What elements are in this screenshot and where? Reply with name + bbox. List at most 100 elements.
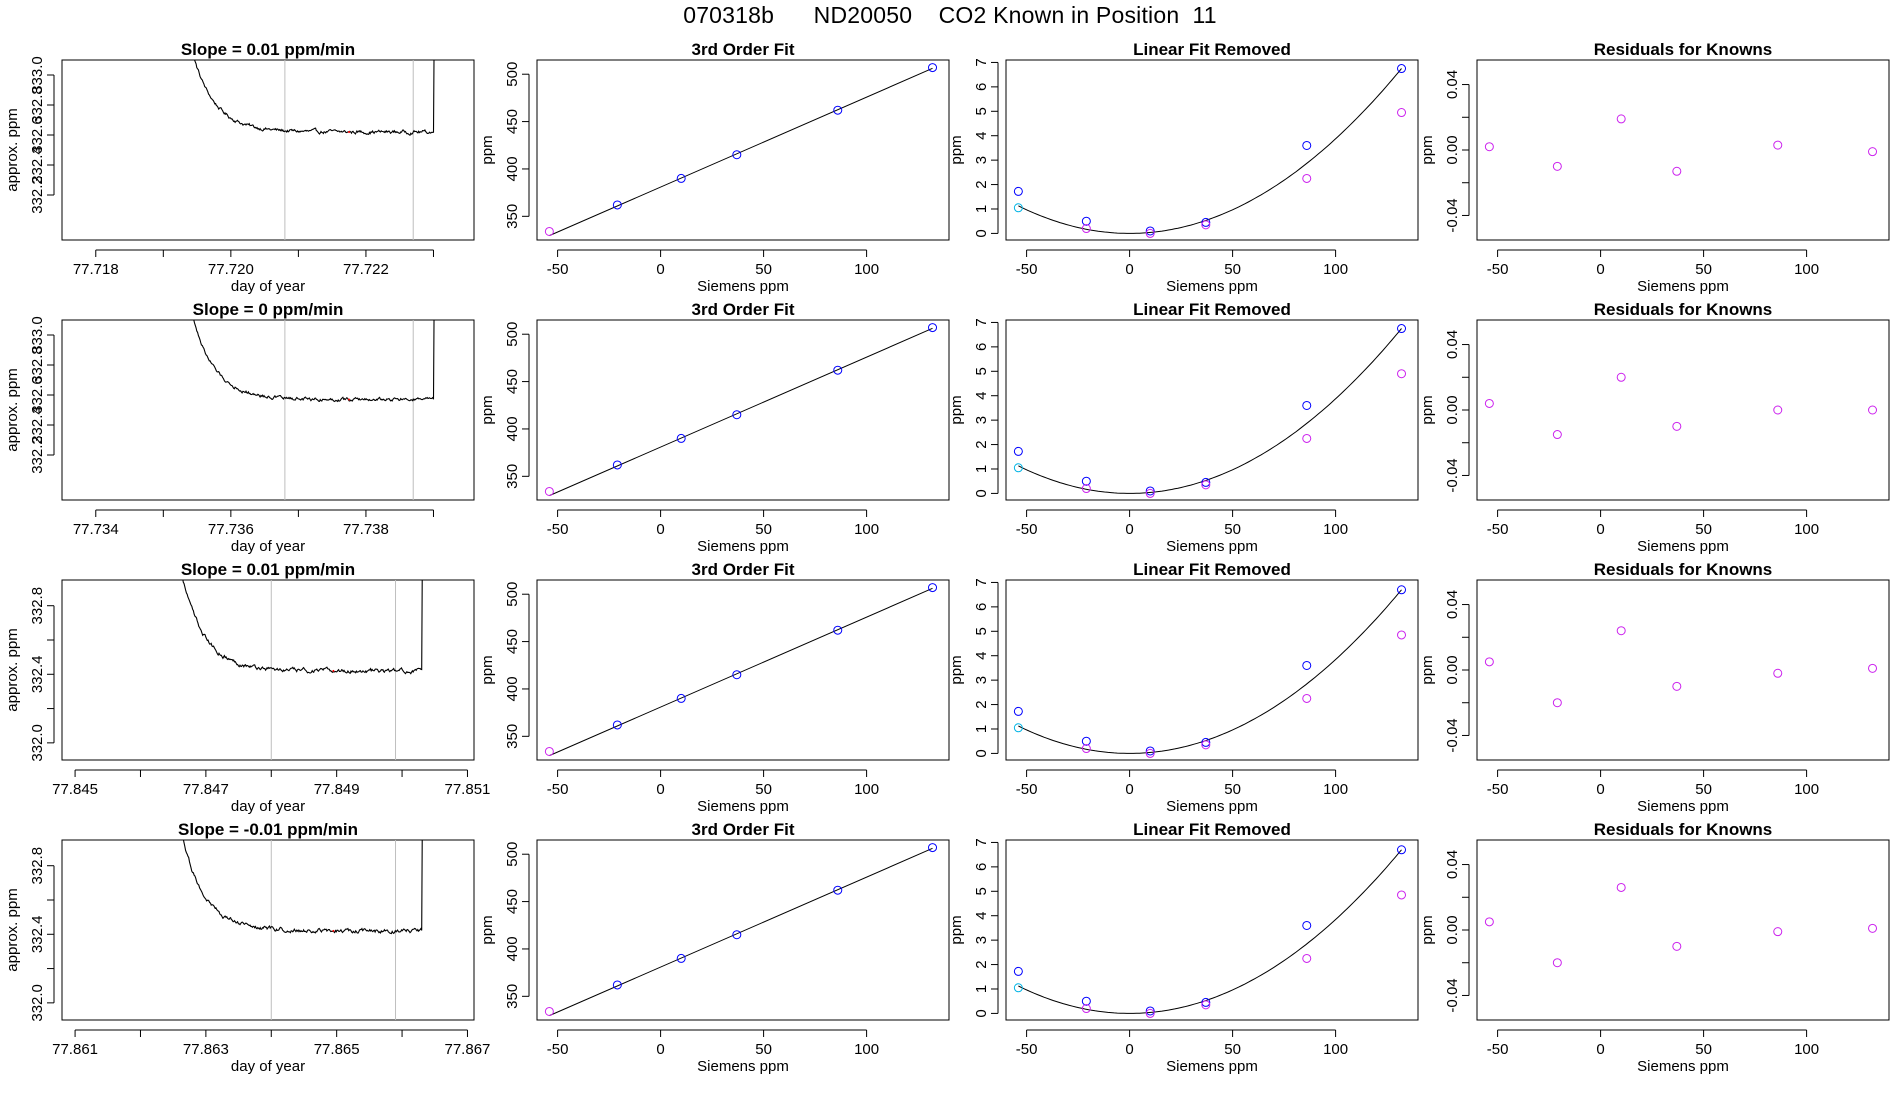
mean-marker — [332, 669, 335, 672]
data-point — [676, 173, 686, 183]
panel-title: 3rd Order Fit — [692, 40, 795, 59]
data-point — [732, 930, 742, 940]
mean-marker — [348, 398, 351, 401]
y-tick-label: 6 — [973, 343, 990, 351]
plot-frame — [1005, 839, 1419, 1021]
panel-r3-c1: 3rd Order Fit -50 0 50 100 Siemens ppm 350 400 4… — [479, 820, 950, 1075]
y-tick-label: 7 — [973, 58, 990, 66]
x-tick-label: 0 — [1125, 521, 1133, 538]
data-point — [1616, 114, 1626, 124]
x-tick-label: 50 — [755, 261, 772, 278]
plot-frame — [536, 319, 950, 501]
y-tick-label: 332.8 — [29, 847, 46, 885]
x-tick-label: 0 — [1596, 261, 1604, 278]
x-tick-label: -50 — [547, 261, 569, 278]
data-point — [1201, 997, 1211, 1007]
y-axis-label: ppm — [948, 135, 965, 164]
x-axis-label: day of year — [231, 538, 305, 555]
mean-marker — [332, 929, 335, 932]
y-tick-label: 333.0 — [29, 316, 46, 354]
panel-r0-c2: Linear Fit Removed -50 0 50 100 Siemens ppm 0 1… — [948, 40, 1419, 295]
x-tick-label: 100 — [1794, 781, 1819, 798]
y-tick-label: 400 — [504, 156, 521, 181]
y-tick-label: 450 — [504, 109, 521, 134]
data-point — [1302, 173, 1312, 183]
y-tick-label: 7 — [973, 318, 990, 326]
fit-curve — [1018, 849, 1402, 1014]
x-tick-label: 100 — [1323, 261, 1348, 278]
x-tick-label: 77.851 — [445, 781, 491, 798]
y-tick-label: 0.04 — [1444, 330, 1461, 359]
y-tick-label: 332.8 — [29, 86, 46, 124]
y-axis-label: ppm — [479, 655, 496, 684]
y-axis-label: ppm — [948, 395, 965, 424]
data-point — [1773, 140, 1783, 150]
y-tick-label: 4 — [973, 392, 990, 400]
x-axis-label: Siemens ppm — [1637, 278, 1729, 295]
panel-r3-c0: Slope = -0.01 ppm/min 77.861 77.863 77.865 7… — [4, 820, 490, 1075]
data-point — [544, 226, 554, 236]
y-tick-label: 3 — [973, 676, 990, 684]
data-point — [1773, 668, 1783, 678]
data-point — [732, 410, 742, 420]
data-point — [544, 486, 554, 496]
y-tick-label: 4 — [973, 912, 990, 920]
y-tick-label: 450 — [504, 369, 521, 394]
data-point — [676, 693, 686, 703]
data-point — [1397, 108, 1407, 118]
y-tick-label: 332.8 — [29, 346, 46, 384]
y-axis-label: ppm — [948, 915, 965, 944]
y-tick-label: 7 — [973, 578, 990, 586]
x-tick-label: 77.720 — [208, 261, 254, 278]
x-tick-label: 77.849 — [314, 781, 360, 798]
y-tick-label: 0.04 — [1444, 590, 1461, 619]
data-point — [1145, 1008, 1155, 1018]
plot-area — [544, 583, 938, 757]
y-tick-label: 350 — [504, 464, 521, 489]
data-point — [1145, 486, 1155, 496]
panel-r3-c2: Linear Fit Removed -50 0 50 100 Siemens ppm 0 1… — [948, 820, 1419, 1075]
y-tick-label: 0.00 — [1444, 915, 1461, 944]
data-point — [612, 200, 622, 210]
y-tick-label: 1 — [973, 985, 990, 993]
y-tick-label: 6 — [973, 863, 990, 871]
data-point — [1484, 917, 1494, 927]
x-axis-label: Siemens ppm — [1166, 1058, 1258, 1075]
panel-title: Slope = 0.01 ppm/min — [181, 560, 355, 579]
x-tick-label: -50 — [1487, 781, 1509, 798]
data-point — [1868, 147, 1878, 157]
y-tick-label: 7 — [973, 838, 990, 846]
data-point — [1201, 480, 1211, 490]
x-tick-label: 50 — [1224, 521, 1241, 538]
panel-title: Residuals for Knowns — [1594, 40, 1773, 59]
data-point — [1081, 476, 1091, 486]
plot-area — [1484, 114, 1878, 176]
x-tick-label: 0 — [656, 781, 664, 798]
plot-frame — [536, 59, 950, 241]
x-tick-label: 77.847 — [183, 781, 229, 798]
y-tick-label: 0.00 — [1444, 135, 1461, 164]
data-point — [1013, 983, 1023, 993]
y-tick-label: 500 — [504, 62, 521, 87]
y-tick-label: 2 — [973, 700, 990, 708]
x-tick-label: 77.718 — [73, 261, 119, 278]
plot-frame — [61, 59, 475, 241]
plot-area — [182, 840, 423, 1020]
fit-line — [549, 67, 933, 237]
y-tick-label: 500 — [504, 842, 521, 867]
data-point — [1552, 430, 1562, 440]
data-point — [833, 365, 843, 375]
x-tick-label: 0 — [656, 261, 664, 278]
x-axis-label: Siemens ppm — [697, 278, 789, 295]
x-tick-label: 0 — [1125, 781, 1133, 798]
data-point — [1081, 1004, 1091, 1014]
mean-marker — [348, 131, 351, 133]
y-tick-label: 0.04 — [1444, 850, 1461, 879]
plot-frame — [1476, 319, 1890, 501]
panel-title: Slope = -0.01 ppm/min — [178, 820, 358, 839]
y-tick-label: 0.04 — [1444, 70, 1461, 99]
y-axis-label: ppm — [1419, 135, 1436, 164]
plot-area — [544, 323, 938, 497]
data-point — [1145, 1006, 1155, 1016]
y-tick-label: 0.00 — [1444, 655, 1461, 684]
